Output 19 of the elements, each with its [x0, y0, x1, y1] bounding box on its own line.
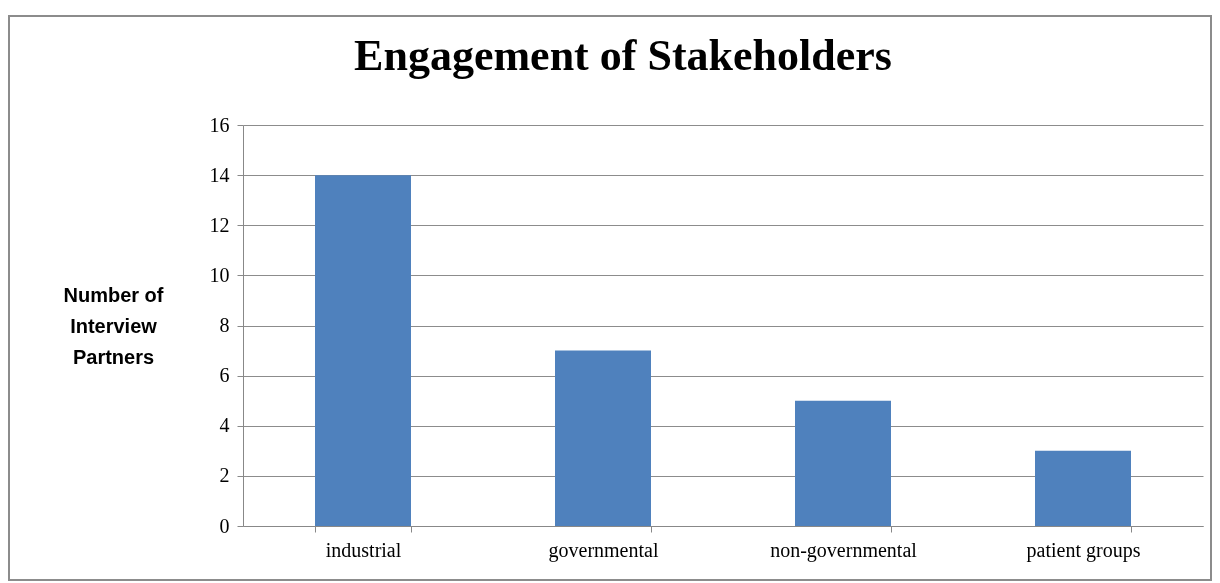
y-axis-title: Number of Interview Partners — [63, 283, 164, 368]
x-tick-label: non-governmental — [770, 538, 918, 562]
y-tick-label: 12 — [209, 213, 230, 236]
y-tick-label: 14 — [209, 163, 230, 186]
bar — [1035, 450, 1131, 526]
x-tick-label: industrial — [325, 538, 402, 561]
y-tick-label: 10 — [209, 263, 230, 286]
bar — [315, 175, 411, 526]
x-tick-label: patient groups — [1026, 538, 1141, 562]
bar — [555, 350, 651, 526]
y-tick-label: 4 — [219, 414, 230, 437]
y-tick-label: 6 — [219, 364, 230, 387]
bar — [795, 400, 891, 526]
y-tick-label: 2 — [219, 464, 230, 487]
y-tick-label: 16 — [209, 113, 230, 136]
x-tick-label: governmental — [548, 538, 659, 562]
y-tick-label: 0 — [219, 514, 230, 537]
chart-title: Engagement of Stakeholders — [354, 31, 892, 80]
y-tick-label: 8 — [219, 314, 230, 336]
